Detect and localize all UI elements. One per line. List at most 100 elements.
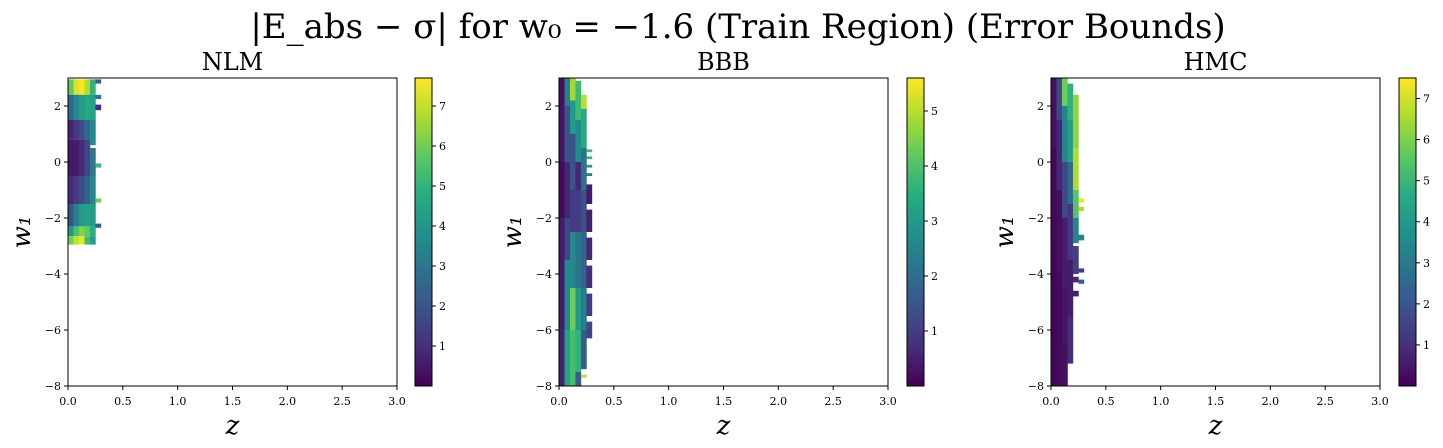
x-tick-label: 1.0 bbox=[1152, 395, 1170, 408]
heatmap-cell bbox=[68, 204, 74, 227]
heatmap-cell bbox=[1072, 148, 1079, 190]
heatmap-cell bbox=[68, 120, 74, 140]
heatmap-cell bbox=[1072, 190, 1079, 218]
panel-title: HMC bbox=[1184, 48, 1248, 76]
heatmap-cell bbox=[575, 372, 582, 386]
colorbar-tick-label: 7 bbox=[439, 100, 446, 113]
heatmap-cell bbox=[95, 104, 102, 111]
heatmap-cell bbox=[575, 190, 582, 232]
heatmap-cell bbox=[1072, 94, 1079, 148]
x-tick-label: 1.5 bbox=[1207, 395, 1225, 408]
heatmap-cell bbox=[1072, 276, 1079, 283]
colorbar-tick-label: 5 bbox=[1423, 175, 1430, 188]
heatmap-cell bbox=[68, 79, 74, 95]
heatmap-cell bbox=[564, 106, 571, 162]
colorbar-tick-label: 5 bbox=[439, 180, 446, 193]
x-tick-label: 2.5 bbox=[824, 395, 842, 408]
heatmap-cell bbox=[1078, 268, 1085, 273]
panel-title: BBB bbox=[697, 48, 750, 76]
heatmap-cell bbox=[586, 237, 593, 260]
heatmap-cell bbox=[569, 288, 576, 330]
heatmap-cell bbox=[1067, 83, 1074, 120]
heatmap-cell bbox=[78, 226, 85, 237]
heatmap-cell bbox=[1067, 260, 1074, 316]
plot-area bbox=[559, 78, 888, 386]
y-tick-label: −6 bbox=[45, 324, 61, 337]
plot-area bbox=[68, 78, 397, 386]
heatmap-cell bbox=[1072, 246, 1079, 274]
heatmap-cell bbox=[78, 139, 85, 176]
heatmap-cell bbox=[580, 108, 587, 148]
heatmap-cell bbox=[575, 80, 582, 120]
heatmap-cell bbox=[1067, 120, 1074, 162]
colorbar-tick-label: 3 bbox=[931, 215, 938, 228]
heatmap-cell bbox=[559, 330, 565, 386]
y-tick-label: −6 bbox=[1028, 324, 1044, 337]
colorbar bbox=[906, 77, 925, 387]
x-tick-label: 2.0 bbox=[279, 395, 297, 408]
heatmap-cell bbox=[1078, 198, 1085, 203]
heatmap-cell bbox=[73, 176, 80, 204]
heatmap-cell bbox=[575, 330, 582, 372]
heatmap-cell bbox=[575, 288, 582, 330]
heatmap-cell bbox=[1078, 234, 1085, 241]
colorbar-tick-label: 1 bbox=[439, 340, 446, 353]
heatmap-cell bbox=[84, 139, 91, 176]
heatmap-cell bbox=[68, 236, 74, 245]
heatmap-cell bbox=[569, 232, 576, 288]
heatmap-cell bbox=[78, 79, 85, 95]
heatmap-cell bbox=[569, 134, 576, 190]
heatmap-cell bbox=[95, 94, 102, 99]
heatmap-cell bbox=[1061, 162, 1068, 218]
heatmap-cell bbox=[575, 120, 582, 162]
y-tick-label: −8 bbox=[536, 380, 552, 393]
y-tick-label: −2 bbox=[1028, 212, 1044, 225]
y-tick-label: −4 bbox=[1028, 268, 1044, 281]
colorbar-tick-label: 2 bbox=[439, 300, 446, 313]
heatmap-cell bbox=[1056, 190, 1063, 274]
heatmap-cell bbox=[586, 265, 593, 288]
x-axis-label: z bbox=[716, 411, 731, 441]
colorbar-tick-label: 6 bbox=[439, 140, 446, 153]
x-tick-label: 2.5 bbox=[1316, 395, 1334, 408]
heatmap-cells bbox=[68, 79, 102, 245]
heatmap-cell bbox=[559, 78, 565, 106]
heatmap-cell bbox=[1061, 288, 1068, 344]
heatmap-cell bbox=[84, 94, 91, 120]
plot-area bbox=[1051, 78, 1380, 386]
panel-hmc: HMC 0.0 0.5 1.0 1.5 2.0 2.5 3.0 −8 −6 −4 −2 0 2 z w₁ 1 2 3… bbox=[990, 48, 1430, 441]
colorbar-tick-label: 6 bbox=[1423, 134, 1430, 147]
colorbar-tick-label: 4 bbox=[931, 160, 938, 173]
heatmap-cell bbox=[84, 236, 91, 245]
heatmap-cell bbox=[580, 148, 587, 190]
heatmap-cell bbox=[564, 78, 571, 106]
heatmap-cell bbox=[580, 330, 587, 370]
heatmap-cell bbox=[564, 330, 571, 386]
heatmap-cell bbox=[89, 148, 96, 176]
x-tick-label: 0.5 bbox=[605, 395, 623, 408]
heatmap-cell bbox=[1072, 218, 1079, 244]
heatmap-cell bbox=[1056, 120, 1063, 190]
heatmap-cell bbox=[1056, 274, 1063, 386]
colorbar-tick-label: 4 bbox=[1423, 216, 1430, 229]
x-tick-label: 3.0 bbox=[388, 395, 406, 408]
heatmap-cell bbox=[586, 209, 593, 232]
heatmap-cell bbox=[68, 94, 74, 120]
panel-bbb: BBB 0.0 0.5 1.0 1.5 2.0 2.5 3.0 −8 −6 −4 −2 0 2 z w₁ 1 2 3… bbox=[498, 48, 938, 441]
heatmap-cells bbox=[1051, 78, 1085, 386]
heatmap-cell bbox=[1067, 316, 1074, 364]
colorbar-tick-label: 2 bbox=[931, 270, 938, 283]
heatmap-cell bbox=[73, 204, 80, 227]
heatmap-cell bbox=[78, 120, 85, 140]
y-tick-label: −2 bbox=[45, 212, 61, 225]
heatmap-cell bbox=[68, 139, 74, 176]
heatmap-cells bbox=[559, 78, 593, 386]
x-tick-label: 0.0 bbox=[1042, 395, 1060, 408]
heatmap-cell bbox=[78, 94, 85, 120]
heatmap-cell bbox=[1051, 78, 1057, 148]
heatmap-cell bbox=[1061, 78, 1068, 106]
y-tick-label: 2 bbox=[545, 100, 552, 113]
heatmap-cell bbox=[84, 79, 91, 95]
heatmap-cell bbox=[73, 79, 80, 95]
